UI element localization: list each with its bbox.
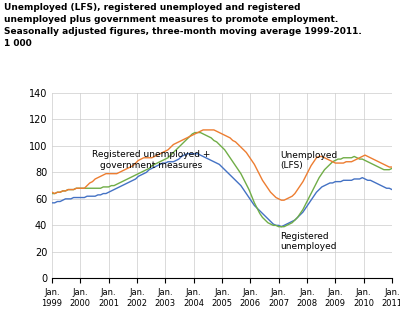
Text: Registered
unemployed: Registered unemployed [280,232,336,252]
Text: Registered unemployed +
government measures: Registered unemployed + government measu… [92,150,210,170]
Text: Unemployed
(LFS): Unemployed (LFS) [280,151,337,170]
Text: Unemployed (LFS), registered unemployed and registered
unemployed plus governmen: Unemployed (LFS), registered unemployed … [4,3,362,48]
